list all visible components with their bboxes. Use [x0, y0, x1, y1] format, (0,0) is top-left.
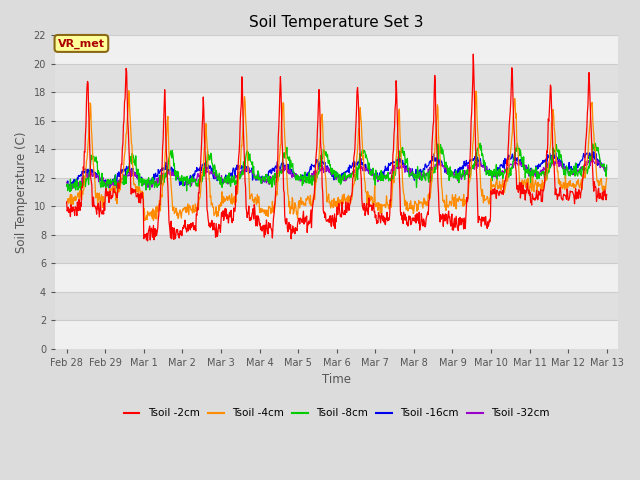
- Bar: [55, 235, 618, 263]
- Bar: [55, 178, 618, 206]
- Bar: [55, 263, 618, 292]
- Bar: [55, 149, 618, 178]
- Legend: Tsoil -2cm, Tsoil -4cm, Tsoil -8cm, Tsoil -16cm, Tsoil -32cm: Tsoil -2cm, Tsoil -4cm, Tsoil -8cm, Tsoi…: [120, 404, 554, 422]
- Bar: [55, 64, 618, 92]
- Y-axis label: Soil Temperature (C): Soil Temperature (C): [15, 131, 28, 253]
- Bar: [55, 36, 618, 64]
- X-axis label: Time: Time: [322, 373, 351, 386]
- Bar: [55, 320, 618, 349]
- Title: Soil Temperature Set 3: Soil Temperature Set 3: [250, 15, 424, 30]
- Bar: [55, 121, 618, 149]
- Bar: [55, 206, 618, 235]
- Bar: [55, 292, 618, 320]
- Bar: [55, 92, 618, 121]
- Text: VR_met: VR_met: [58, 38, 105, 48]
